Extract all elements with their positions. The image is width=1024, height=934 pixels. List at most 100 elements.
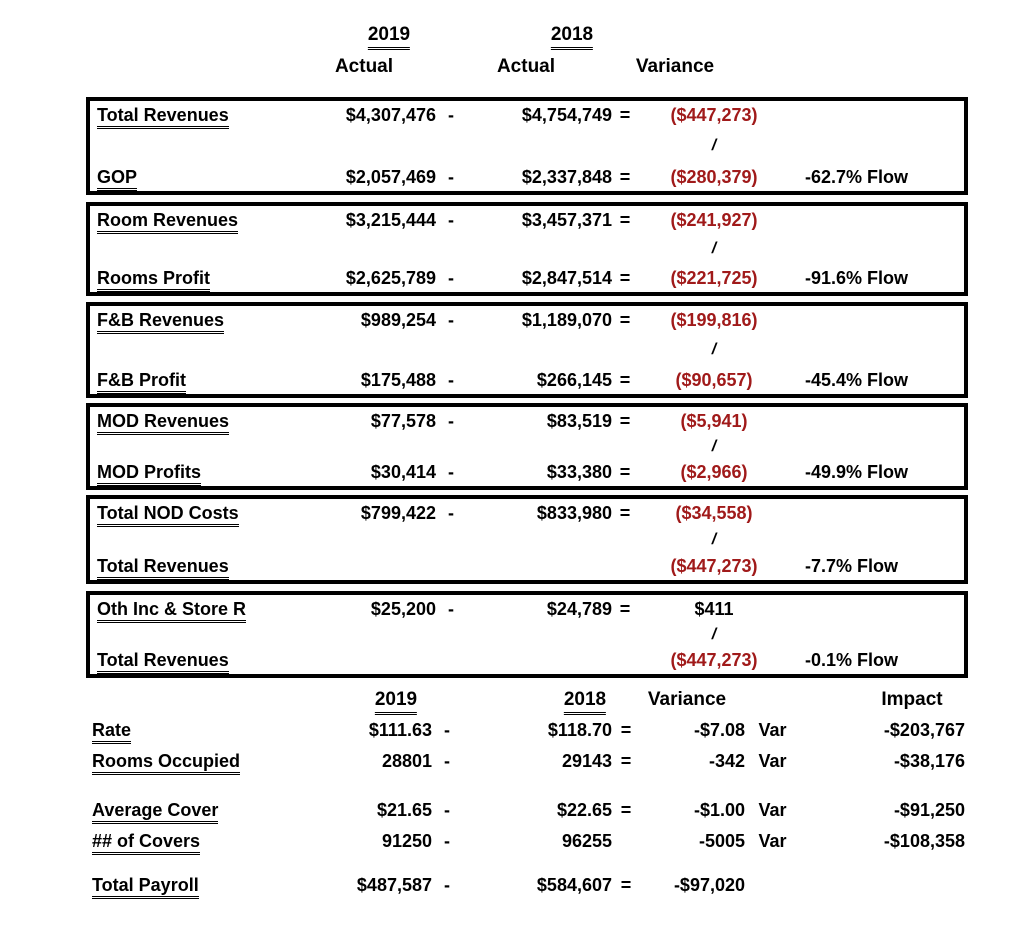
equals-sign: = <box>619 599 631 619</box>
minus-sign: - <box>448 462 454 482</box>
value-2019: $487,587 <box>356 875 432 895</box>
flow-box-nod-costs: Total NOD Costs $799,422 - $833,980 = ($… <box>86 495 968 584</box>
value-2019: $77,578 <box>370 411 436 431</box>
stats-row-rate: Rate $111.63 - $118.70 = -$7.08 Var -$20… <box>92 720 965 744</box>
table-row: Total Revenues ($447,273) -0.1% Flow <box>90 650 964 674</box>
division-slash: / <box>711 437 717 455</box>
value-2019: $2,057,469 <box>345 167 436 187</box>
flow-box-other-income: Oth Inc & Store R $25,200 - $24,789 = $4… <box>86 591 968 678</box>
value-2019: $4,307,476 <box>345 105 436 125</box>
division-slash: / <box>711 341 717 358</box>
value-2018: $1,189,070 <box>521 310 612 330</box>
minus-sign: - <box>448 599 454 619</box>
row-label: Total Revenues <box>90 650 342 674</box>
var-label: Var <box>758 800 787 820</box>
top-header-actual-2019: Actual <box>334 56 394 77</box>
row-label: MOD Profits <box>90 462 342 486</box>
equals-sign: = <box>619 210 631 230</box>
table-row: Total NOD Costs $799,422 - $833,980 = ($… <box>90 503 964 527</box>
division-slash: / <box>711 137 717 154</box>
variance-value: ($447,273) <box>670 105 758 125</box>
table-row: MOD Profits $30,414 - $33,380 = ($2,966)… <box>90 462 964 486</box>
value-2018: $3,457,371 <box>521 210 612 230</box>
minus-sign: - <box>444 720 450 740</box>
value-2019: $21.65 <box>376 800 432 820</box>
minus-sign: - <box>444 800 450 820</box>
row-label: Average Cover <box>92 800 352 824</box>
value-2019: $989,254 <box>360 310 436 330</box>
divider-row: / <box>90 342 964 359</box>
row-label: ## of Covers <box>92 831 352 855</box>
value-2018: $33,380 <box>546 462 612 482</box>
table-row: Total Revenues ($447,273) -7.7% Flow <box>90 556 964 580</box>
equals-sign: = <box>619 310 631 330</box>
table-row: Oth Inc & Store R $25,200 - $24,789 = $4… <box>90 599 964 623</box>
table-row: MOD Revenues $77,578 - $83,519 = ($5,941… <box>90 411 964 435</box>
minus-sign: - <box>444 751 450 771</box>
equals-sign: = <box>619 411 631 431</box>
variance-value: ($5,941) <box>680 411 748 431</box>
equals-sign: = <box>619 105 631 125</box>
divider-row: / <box>90 531 964 548</box>
variance-value: $411 <box>694 599 734 619</box>
minus-sign: - <box>448 411 454 431</box>
stats-row-rooms-occupied: Rooms Occupied 28801 - 29143 = -342 Var … <box>92 751 965 775</box>
variance-value: -342 <box>708 751 745 771</box>
value-2018: $4,754,749 <box>521 105 612 125</box>
row-label: Total Payroll <box>92 875 352 899</box>
equals-sign: = <box>619 462 631 482</box>
row-label: F&B Revenues <box>90 310 342 334</box>
row-label: MOD Revenues <box>90 411 342 435</box>
minus-sign: - <box>448 167 454 187</box>
variance-value: -$97,020 <box>673 875 745 895</box>
stats-header-year-2018: 2018 <box>563 689 607 715</box>
divider-row: / <box>90 626 964 643</box>
row-label: Room Revenues <box>90 210 342 234</box>
minus-sign: - <box>448 310 454 330</box>
table-row: GOP $2,057,469 - $2,337,848 = ($280,379)… <box>90 167 964 191</box>
minus-sign: - <box>448 210 454 230</box>
value-2019: $3,215,444 <box>345 210 436 230</box>
variance-value: -5005 <box>698 831 745 851</box>
variance-value: ($241,927) <box>670 210 758 230</box>
value-2018: 29143 <box>561 751 612 771</box>
value-2018: $266,145 <box>536 370 612 390</box>
flow-percentage: -7.7% Flow <box>805 556 899 576</box>
value-2018: $118.70 <box>547 720 612 740</box>
equals-sign: = <box>620 751 632 771</box>
impact-value: -$91,250 <box>893 800 965 820</box>
variance-value: ($447,273) <box>670 556 758 576</box>
top-header-year-2019: 2019 <box>367 24 411 50</box>
flow-percentage: -49.9% Flow <box>805 462 909 482</box>
value-2019: 91250 <box>381 831 432 851</box>
divider-row: / <box>90 438 964 455</box>
equals-sign: = <box>620 720 632 740</box>
table-row: Room Revenues $3,215,444 - $3,457,371 = … <box>90 210 964 234</box>
top-header-actual-2018: Actual <box>496 56 556 77</box>
table-row: F&B Revenues $989,254 - $1,189,070 = ($1… <box>90 310 964 334</box>
equals-sign: = <box>619 503 631 523</box>
value-2018: $584,607 <box>536 875 612 895</box>
minus-sign: - <box>448 503 454 523</box>
top-header-year-2018: 2018 <box>550 24 594 50</box>
row-label: Rate <box>92 720 352 744</box>
table-row: F&B Profit $175,488 - $266,145 = ($90,65… <box>90 370 964 394</box>
impact-value: -$38,176 <box>893 751 965 771</box>
row-label: Total NOD Costs <box>90 503 342 527</box>
impact-value: -$108,358 <box>883 831 965 851</box>
value-2019: $175,488 <box>360 370 436 390</box>
value-2019: 28801 <box>381 751 432 771</box>
flow-box-mod-revenues-profits: MOD Revenues $77,578 - $83,519 = ($5,941… <box>86 403 968 490</box>
minus-sign: - <box>448 370 454 390</box>
division-slash: / <box>711 625 717 643</box>
row-label: Rooms Occupied <box>92 751 352 775</box>
value-2018: $83,519 <box>546 411 612 431</box>
row-label: Rooms Profit <box>90 268 342 292</box>
value-2018: 96255 <box>561 831 612 851</box>
stats-header-year-2019: 2019 <box>374 689 418 715</box>
variance-value: ($199,816) <box>670 310 758 330</box>
table-row: Total Revenues $4,307,476 - $4,754,749 =… <box>90 105 964 129</box>
value-2018: $833,980 <box>536 503 612 523</box>
equals-sign: = <box>619 370 631 390</box>
